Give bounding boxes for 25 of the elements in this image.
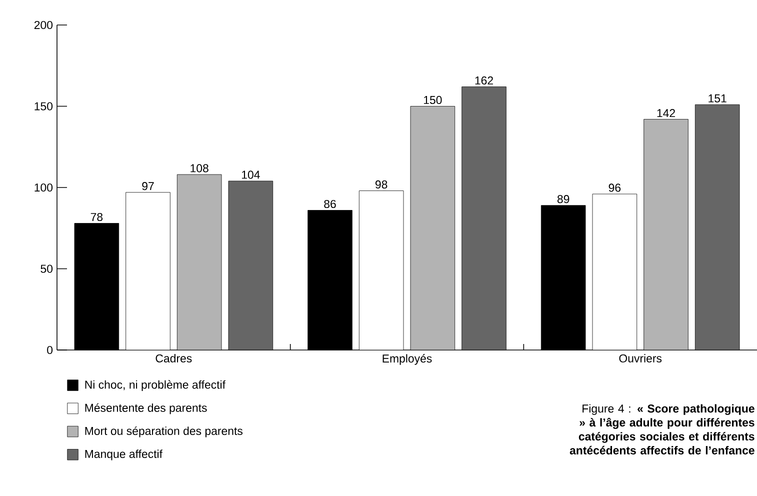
data-label: 162 xyxy=(475,76,493,85)
data-label: 108 xyxy=(190,164,208,172)
data-label: 96 xyxy=(608,184,621,192)
y-tick-label: 200 xyxy=(34,20,53,30)
text: Figure 4 : « Score pathologique » à l’âge adulte pour différentes catégories sociales et différents antécédents affectifs de l’enfance xyxy=(570,404,754,454)
legend-label: Ni choc, ni problème affectif xyxy=(85,380,226,391)
data-label: 89 xyxy=(557,195,570,204)
data-label: 86 xyxy=(324,200,336,208)
data-label: 104 xyxy=(242,170,260,179)
y-tick-label: 100 xyxy=(34,183,53,192)
y-tick-label: 0 xyxy=(47,346,53,354)
data-label: 97 xyxy=(142,182,154,190)
legend-label: Manque affectif xyxy=(85,450,162,460)
data-label: 151 xyxy=(708,94,726,102)
x-tick-label: Cadres xyxy=(156,354,192,362)
data-label: 98 xyxy=(375,180,388,189)
data-label: 78 xyxy=(90,212,103,222)
y-tick-label: 150 xyxy=(34,102,53,110)
data-label: 142 xyxy=(657,109,675,118)
y-tick-label: 50 xyxy=(40,264,53,273)
x-tick-label: Ouvriers xyxy=(619,354,662,362)
x-tick-label: Employés xyxy=(382,354,432,365)
legend-label: Mésentente des parents xyxy=(85,403,207,414)
legend-label: Mort ou séparation des parents xyxy=(85,426,242,438)
data-label: 150 xyxy=(424,96,442,104)
